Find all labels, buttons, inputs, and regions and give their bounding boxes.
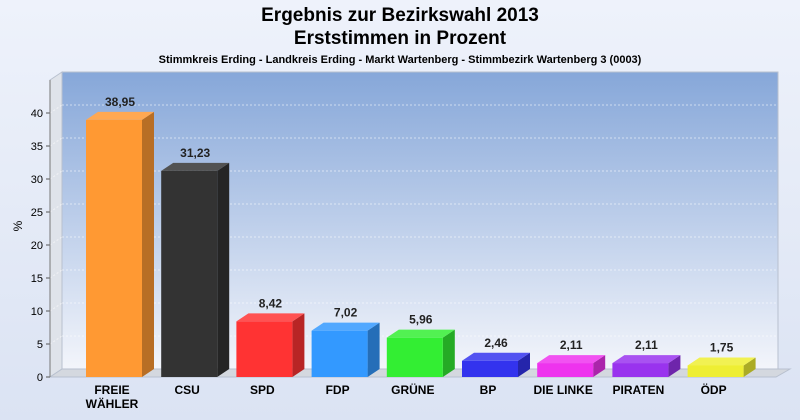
x-tick-label: BP <box>480 383 497 397</box>
bar-top <box>462 352 530 361</box>
y-tick-label: 25 <box>31 207 43 219</box>
x-tick-label: GRÜNE <box>391 382 434 397</box>
grid-line-side <box>49 137 63 147</box>
y-tick-label: 15 <box>31 273 43 285</box>
x-tick-label: FDP <box>326 383 350 397</box>
x-tick-label-line: DIE LINKE <box>534 383 593 397</box>
bar-front <box>236 321 293 377</box>
y-tick-label: 5 <box>37 339 43 351</box>
bar-top <box>161 162 230 171</box>
chart-title-line2: Erststimmen in Prozent <box>293 28 507 49</box>
x-tick-label-line: CSU <box>175 383 200 397</box>
bar-top <box>537 355 606 364</box>
data-label: 5,96 <box>409 313 433 327</box>
bar-top <box>612 355 681 364</box>
data-label: 2,46 <box>484 336 508 350</box>
data-label: 8,42 <box>259 296 283 310</box>
y-tick-label: 30 <box>31 174 43 186</box>
grid-line-side <box>49 170 63 180</box>
bar-spd <box>236 313 305 377</box>
data-label: 7,02 <box>334 306 358 320</box>
bar-front <box>86 119 142 378</box>
plot-side-wall <box>49 71 63 378</box>
x-tick-label-line: PIRATEN <box>613 383 665 397</box>
grid-line-side <box>49 203 63 213</box>
chart-title: Ergebnis zur Bezirkswahl 2013 <box>261 5 539 26</box>
bar-side <box>367 322 380 377</box>
y-tick-label: 40 <box>31 108 43 120</box>
grid-line-side <box>49 302 63 312</box>
x-tick-label: PIRATEN <box>613 383 665 397</box>
y-tick-label: 10 <box>31 306 43 318</box>
bar-freie-wähler <box>86 111 154 378</box>
bar-front <box>687 365 744 377</box>
grid-line-side <box>49 104 63 114</box>
bar-side <box>217 162 230 377</box>
bar-front <box>537 363 594 377</box>
y-axis-label: % <box>11 220 25 231</box>
y-tick-label: 0 <box>37 372 43 384</box>
bar-piraten <box>612 355 681 377</box>
x-tick-label-line: GRÜNE <box>391 382 434 397</box>
bar-die-linke <box>537 355 606 377</box>
bar-side <box>668 355 681 377</box>
y-tick-label: 35 <box>31 141 43 153</box>
bar-grüne <box>386 329 455 377</box>
bar-side <box>142 111 154 378</box>
x-tick-label: SPD <box>250 383 275 397</box>
x-tick-label-line: ÖDP <box>701 382 727 397</box>
bar-fdp <box>311 322 380 377</box>
x-tick-label-line: WÄHLER <box>86 396 139 411</box>
bar-top <box>311 322 380 331</box>
data-label: 2,11 <box>560 338 583 352</box>
x-tick-label: ÖDP <box>701 382 727 397</box>
bar-top <box>236 313 305 322</box>
bar-top <box>386 329 455 338</box>
bar-top <box>86 111 154 120</box>
grid-line-side <box>49 269 63 279</box>
bar-top <box>687 357 756 366</box>
bar-front <box>386 337 443 377</box>
grid-line-side <box>49 335 63 345</box>
bar-side <box>442 329 455 377</box>
bar-side <box>518 352 530 377</box>
x-tick-label: DIE LINKE <box>534 383 593 397</box>
grid-line-side <box>49 236 63 246</box>
bar-csu <box>161 162 230 377</box>
bar-side <box>593 355 606 377</box>
x-tick-label-line: BP <box>480 383 497 397</box>
y-tick-label: 20 <box>31 240 43 252</box>
chart-subtitle: Stimmkreis Erding - Landkreis Erding - M… <box>158 54 642 66</box>
bar-front <box>612 363 669 377</box>
bar-side <box>292 313 305 377</box>
x-tick-label-line: FREIE <box>94 383 129 397</box>
data-label: 2,11 <box>635 338 658 352</box>
data-label: 31,23 <box>180 146 210 160</box>
bar-front <box>311 330 368 377</box>
x-tick-label-line: SPD <box>250 383 275 397</box>
data-label: 38,95 <box>105 95 135 109</box>
x-tick-label: FREIE WÄHLER <box>86 383 139 411</box>
bar-side <box>743 357 756 377</box>
x-tick-label-line: FDP <box>326 383 350 397</box>
bar-front <box>161 170 218 377</box>
bar-ödp <box>687 357 756 377</box>
bar-front <box>462 360 518 377</box>
bar-bp <box>462 352 530 377</box>
x-tick-label: CSU <box>175 383 200 397</box>
data-label: 1,75 <box>710 340 734 354</box>
